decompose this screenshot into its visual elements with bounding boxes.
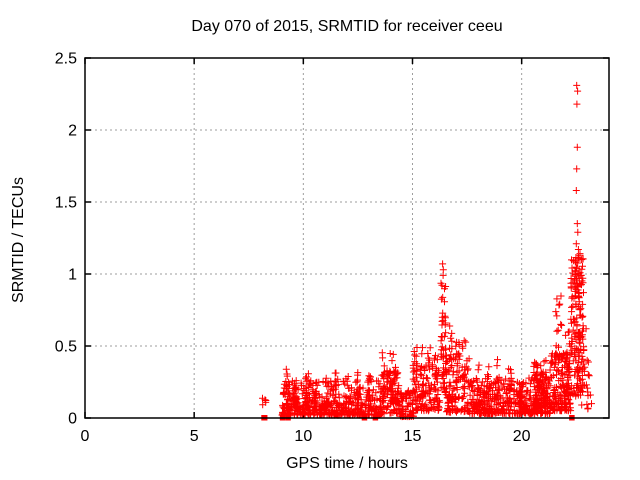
axis-ticks	[84, 57, 609, 419]
y-tick-label: 1	[68, 267, 77, 284]
y-tick-label: 0.5	[55, 339, 77, 356]
x-tick-label: 15	[404, 428, 422, 445]
x-tick-label: 10	[294, 428, 312, 445]
x-tick-label: 20	[513, 428, 531, 445]
plot-border	[84, 57, 610, 419]
y-tick-label: 1.5	[55, 195, 77, 212]
data-points	[259, 81, 595, 421]
tick-labels: 0 5 10 15 20 0 0.5 1 1.5 2 2.5	[55, 51, 531, 446]
y-tick-label: 2	[68, 123, 77, 140]
y-axis-label: SRMTID / TECUs	[10, 177, 27, 303]
chart-title: Day 070 of 2015, SRMTID for receiver cee…	[191, 18, 502, 35]
y-tick-label: 0	[68, 411, 77, 428]
x-axis-label: GPS time / hours	[286, 455, 408, 472]
x-tick-label: 0	[81, 428, 90, 445]
y-tick-label: 2.5	[55, 51, 77, 68]
scatter-markers	[259, 81, 595, 421]
gridlines	[85, 58, 609, 418]
x-tick-label: 5	[190, 428, 199, 445]
